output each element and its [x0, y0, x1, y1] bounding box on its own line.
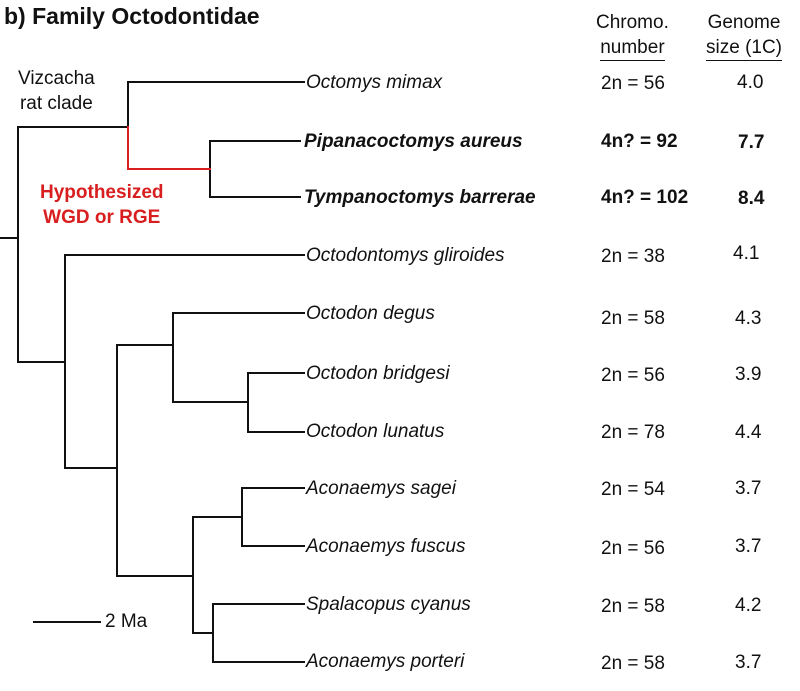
hypothesis-label-line1: Hypothesized	[40, 182, 164, 203]
genome-octodon-bridgesi: 3.9	[735, 364, 762, 385]
hypothesis-label-line2: WGD or RGE	[43, 207, 161, 228]
genome-header-line2: size (1C)	[706, 35, 783, 61]
genome-size-header: Genome size (1C)	[706, 10, 783, 61]
figure-title: b) Family Octodontidae	[4, 3, 260, 29]
chromosome-octomys-mimax: 2n = 56	[601, 73, 665, 94]
genome-tympanoctomys-barrerae: 8.4	[738, 188, 765, 209]
chromosome-pipanacoctomys-aureus: 4n? = 92	[601, 131, 678, 152]
clade-label-line2: rat clade	[19, 93, 93, 114]
chromosome-tympanoctomys-barrerae: 4n? = 102	[601, 187, 689, 208]
chromosome-header-line2: number	[600, 35, 665, 61]
chromosome-octodon-bridgesi: 2n = 56	[601, 365, 665, 386]
chromosome-octodon-degus: 2n = 58	[601, 308, 665, 329]
scale-bar-label: 2 Ma	[105, 611, 148, 632]
species-aconaemys-porteri: Aconaemys porteri	[306, 651, 465, 672]
species-spalacopus-cyanus: Spalacopus cyanus	[306, 594, 471, 615]
genome-aconaemys-sagei: 3.7	[735, 478, 762, 499]
genome-spalacopus-cyanus: 4.2	[735, 595, 762, 616]
genome-aconaemys-fuscus: 3.7	[735, 536, 762, 557]
genome-header-line1: Genome	[707, 12, 781, 33]
chromosome-aconaemys-porteri: 2n = 58	[601, 653, 665, 674]
species-octomys-mimax: Octomys mimax	[306, 72, 443, 93]
species-octodontomys-gliroides: Octodontomys gliroides	[306, 245, 505, 266]
chromosome-number-header: Chromo. number	[596, 10, 669, 61]
genome-octodon-degus: 4.3	[735, 308, 762, 329]
species-pipanacoctomys-aureus: Pipanacoctomys aureus	[304, 131, 523, 152]
chromosome-octodon-lunatus: 2n = 78	[601, 422, 665, 443]
species-aconaemys-fuscus: Aconaemys fuscus	[306, 536, 466, 557]
genome-octodon-lunatus: 4.4	[735, 422, 762, 443]
species-octodon-degus: Octodon degus	[306, 303, 435, 324]
hypothesized-wgd-label: Hypothesized WGD or RGE	[40, 180, 164, 230]
genome-octodontomys-gliroides: 4.1	[733, 243, 760, 264]
chromosome-aconaemys-sagei: 2n = 54	[601, 479, 665, 500]
genome-pipanacoctomys-aureus: 7.7	[738, 132, 765, 153]
species-octodon-lunatus: Octodon lunatus	[306, 421, 445, 442]
chromosome-header-line1: Chromo.	[596, 12, 669, 33]
chromosome-aconaemys-fuscus: 2n = 56	[601, 538, 665, 559]
chromosome-spalacopus-cyanus: 2n = 58	[601, 596, 665, 617]
genome-octomys-mimax: 4.0	[737, 72, 764, 93]
species-tympanoctomys-barrerae: Tympanoctomys barrerae	[304, 187, 536, 208]
species-octodon-bridgesi: Octodon bridgesi	[306, 363, 450, 384]
clade-label-line1: Vizcacha	[18, 68, 95, 89]
chromosome-octodontomys-gliroides: 2n = 38	[601, 246, 665, 267]
genome-aconaemys-porteri: 3.7	[735, 652, 762, 673]
vizcacha-rat-clade-label: Vizcacha rat clade	[18, 66, 95, 116]
species-aconaemys-sagei: Aconaemys sagei	[306, 478, 456, 499]
